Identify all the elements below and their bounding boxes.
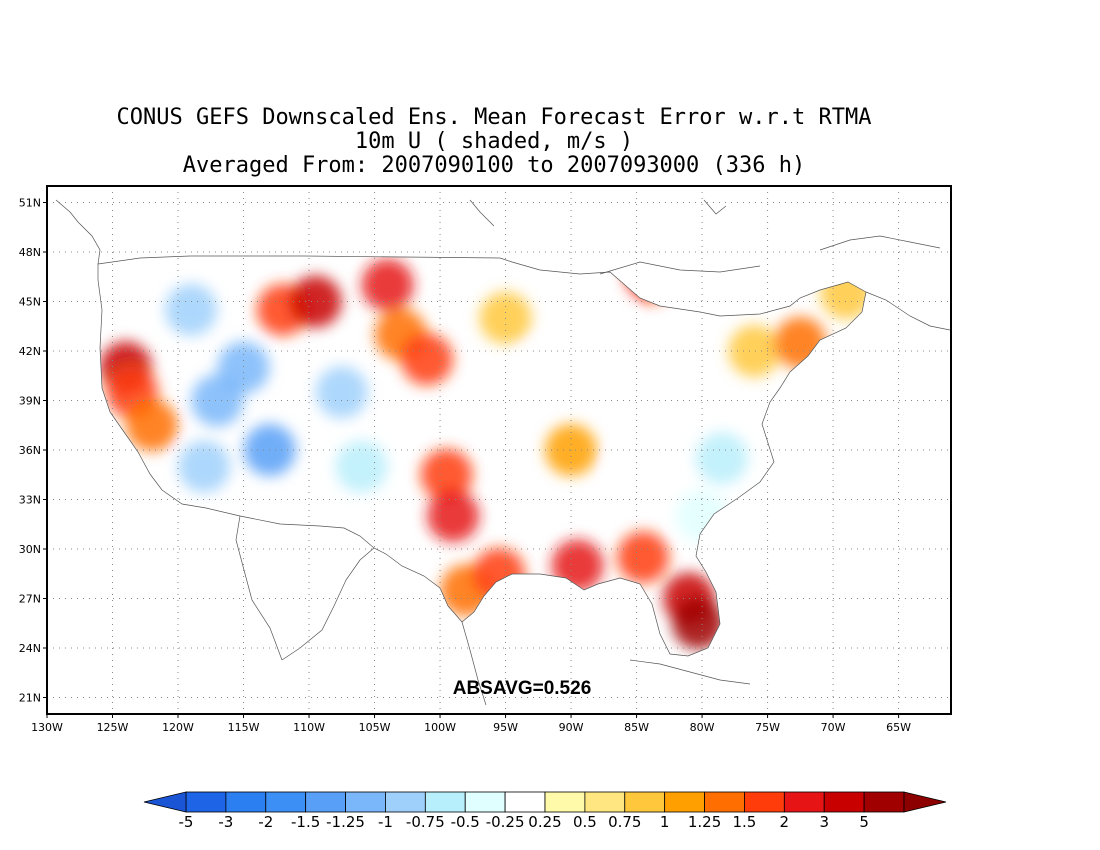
colorbar-label: -1 <box>378 813 393 831</box>
field-region <box>178 440 231 493</box>
colorbar-label: 0.25 <box>528 813 561 831</box>
lat-label: 21N <box>19 692 41 705</box>
lat-label: 45N <box>19 296 41 309</box>
lon-label: 80W <box>690 721 715 734</box>
field-region <box>335 440 388 493</box>
field-region <box>217 341 270 394</box>
colorbar-label: 5 <box>859 813 869 831</box>
colorbar-swatch <box>464 791 506 813</box>
colorbar-swatch <box>863 791 905 813</box>
colorbar-label: 0.75 <box>608 813 641 831</box>
field-region <box>577 292 630 344</box>
colorbar-swatch <box>664 791 705 813</box>
colorbar-swatch <box>744 791 785 813</box>
colorbar-label: 0.5 <box>573 813 597 831</box>
lon-label: 120W <box>162 721 194 734</box>
latitude-labels: 51N 48N 45N 42N 39N 36N 33N 30N 27N 24N 21N <box>19 197 47 705</box>
field-region <box>610 440 663 493</box>
colorbar-swatch <box>624 791 666 813</box>
colorbar-swatch <box>385 791 426 813</box>
lon-label: 90W <box>559 721 584 734</box>
lon-label: 130W <box>31 721 63 734</box>
colorbar-max-arrow <box>903 791 947 813</box>
title-line-1: CONUS GEFS Downscaled Ens. Mean Forecast… <box>117 105 872 130</box>
lat-label: 33N <box>19 494 41 507</box>
field-region <box>695 432 748 485</box>
colorbar-swatch <box>345 791 386 813</box>
field-region <box>518 341 571 394</box>
field-region <box>617 531 670 584</box>
colorbar-swatch <box>544 791 586 813</box>
lon-label: 105W <box>359 721 391 734</box>
colorbar-label: -1.5 <box>291 813 320 831</box>
colorbar-swatch <box>504 791 546 813</box>
lon-label: 95W <box>493 721 518 734</box>
lon-label: 115W <box>228 721 260 734</box>
field-region <box>672 597 725 650</box>
colorbar-swatch <box>265 791 307 813</box>
colorbar-min-arrow <box>143 791 187 813</box>
colorbar-label: -0.5 <box>451 813 480 831</box>
colorbar-label: 3 <box>819 813 829 831</box>
field-region <box>728 325 781 377</box>
field-region <box>361 259 414 311</box>
colorbar-swatch <box>584 791 626 813</box>
colorbar-swatch <box>823 791 865 813</box>
field-region <box>427 490 480 542</box>
colorbar-swatch <box>704 791 745 813</box>
lat-label: 30N <box>19 543 41 556</box>
lon-label: 110W <box>293 721 325 734</box>
colorbar-swatch <box>185 791 227 813</box>
field-region <box>165 283 218 336</box>
colorbar-swatch <box>225 791 267 813</box>
colorbar-label: 2 <box>780 813 790 831</box>
field-region <box>420 448 473 501</box>
colorbar-label: -2 <box>258 813 273 831</box>
lon-label: 70W <box>821 721 846 734</box>
colorbar-label: -3 <box>218 813 233 831</box>
lon-label: 85W <box>624 721 649 734</box>
lat-label: 27N <box>19 593 41 606</box>
field-region <box>289 275 342 328</box>
colorbar-swatch <box>424 791 466 813</box>
field-region <box>125 399 178 452</box>
absavg-annotation: ABSAVG=0.526 <box>453 678 592 699</box>
lon-label: 125W <box>97 721 129 734</box>
colorbar-label: -1.25 <box>326 813 365 831</box>
colorbar-label: -0.25 <box>486 813 525 831</box>
lat-label: 36N <box>19 444 41 457</box>
colorbar-swatch <box>305 791 346 813</box>
field-region <box>315 366 368 419</box>
lat-label: 42N <box>19 345 41 358</box>
lon-label: 75W <box>755 721 780 734</box>
colorbar-label: 1 <box>660 813 670 831</box>
colorbar: -5 -3 -2 -1.5 -1.25 -1 -0.75 -0.5 -0.25 0.25 0.5 0.… <box>143 791 947 831</box>
lat-label: 51N <box>19 197 41 210</box>
title-line-3: Averaged From: 2007090100 to 2007093000 … <box>183 153 806 178</box>
field-region <box>400 333 453 386</box>
gridlines <box>47 186 951 714</box>
longitude-labels: 130W 125W 120W 115W 110W 105W 100W 95W 90W 85W 80W… <box>31 714 911 734</box>
title-line-2: 10m U ( shaded, m/s ) <box>355 129 633 154</box>
colorbar-swatch <box>783 791 825 813</box>
coastlines <box>55 199 951 706</box>
lon-label: 100W <box>424 721 456 734</box>
colorbar-label: 1.25 <box>688 813 721 831</box>
colorbar-label: -5 <box>179 813 194 831</box>
lat-label: 48N <box>19 246 41 259</box>
lat-label: 39N <box>19 395 41 408</box>
lon-label: 65W <box>886 721 911 734</box>
lat-label: 24N <box>19 642 41 655</box>
colorbar-label: 1.5 <box>733 813 757 831</box>
colorbar-label: -0.75 <box>406 813 445 831</box>
